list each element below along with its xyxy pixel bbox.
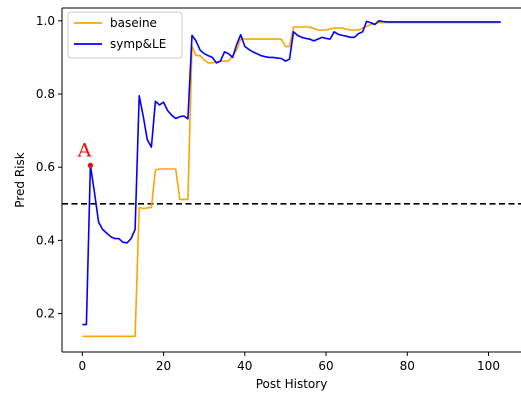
y-tick-label: 1.0 — [36, 14, 55, 28]
x-tick-label: 80 — [400, 359, 415, 373]
x-tick-label: 20 — [156, 359, 171, 373]
y-axis-label: Pred Risk — [13, 152, 27, 207]
annotation-label: A — [77, 139, 92, 161]
y-tick-label: 0.2 — [36, 307, 55, 321]
series-line-baseine — [82, 21, 501, 338]
series-line-symp-le — [82, 19, 501, 326]
legend-label: symp&LE — [110, 37, 166, 51]
x-tick-label: 100 — [477, 359, 500, 373]
y-tick-label: 0.4 — [36, 233, 55, 247]
legend-label: baseine — [110, 16, 157, 30]
annotation-point — [87, 162, 94, 168]
legend: baseine symp&LE — [67, 11, 183, 59]
annotation-layer: A — [77, 139, 94, 168]
series-layer — [82, 19, 501, 338]
x-tick-label: 60 — [318, 359, 333, 373]
y-tick-label: 0.8 — [36, 87, 55, 101]
axes-layer: 0 20 40 60 80 100 0.2 0.4 0.6 0.8 1.0 — [36, 7, 521, 373]
x-axis-label: Post History — [256, 377, 328, 391]
y-tick-label: 0.6 — [36, 160, 55, 174]
x-tick-label: 0 — [78, 359, 86, 373]
x-tick-label: 40 — [237, 359, 252, 373]
